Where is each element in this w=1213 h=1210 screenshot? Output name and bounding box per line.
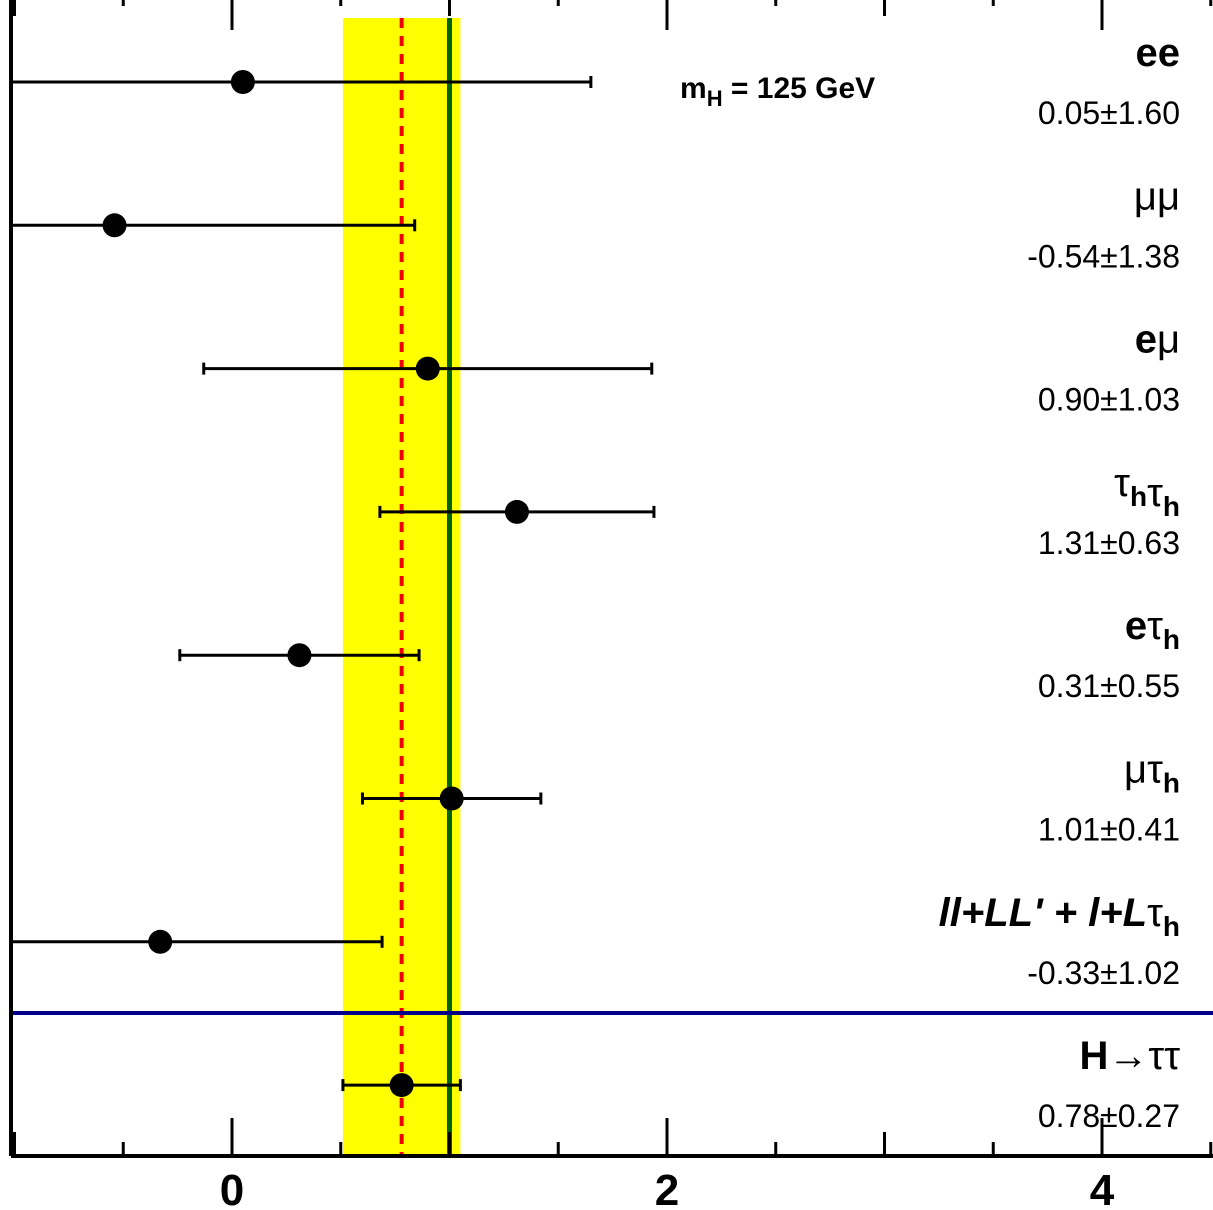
- category-label: eτh: [1125, 604, 1180, 655]
- category-value: 1.31±0.63: [1038, 525, 1180, 561]
- category-label: ee: [1136, 31, 1181, 75]
- mass-annotation: mH = 125 GeV: [680, 72, 875, 111]
- data-point: [439, 786, 464, 811]
- category-label: ll+LL' + l+Lτh: [939, 891, 1180, 942]
- category-label: τhτh: [1114, 461, 1180, 522]
- data-point: [148, 929, 173, 954]
- axis-layer: 0 2 4: [9, 0, 1213, 1210]
- category-value: 0.05±1.60: [1038, 95, 1180, 131]
- data-point: [504, 499, 529, 524]
- category-label: H→ττ: [1080, 1034, 1181, 1078]
- data-point: [415, 356, 440, 381]
- data-point: [287, 643, 312, 668]
- data-point: [389, 1073, 414, 1098]
- category-value: -0.54±1.38: [1027, 238, 1180, 274]
- category-value: 0.78±0.27: [1038, 1098, 1180, 1134]
- data-point: [230, 70, 255, 94]
- category-value: 1.01±0.41: [1038, 812, 1180, 848]
- category-value: -0.33±1.02: [1027, 955, 1180, 991]
- category-label: μτh: [1124, 748, 1180, 799]
- category-label: eμ: [1135, 318, 1180, 362]
- category-labels: ee0.05±1.60μμ-0.54±1.38eμ0.90±1.03τhτh1.…: [939, 31, 1181, 1134]
- marks: [11, 70, 656, 1098]
- category-label: μμ: [1134, 174, 1180, 218]
- category-value: 0.90±1.03: [1038, 382, 1180, 418]
- data-point: [102, 213, 127, 238]
- band-layer: [11, 18, 1213, 1156]
- x-tick-label: 0: [220, 1166, 244, 1210]
- x-tick-label: 4: [1090, 1166, 1115, 1210]
- category-value: 0.31±0.55: [1038, 668, 1180, 704]
- x-tick-label: 2: [655, 1166, 679, 1210]
